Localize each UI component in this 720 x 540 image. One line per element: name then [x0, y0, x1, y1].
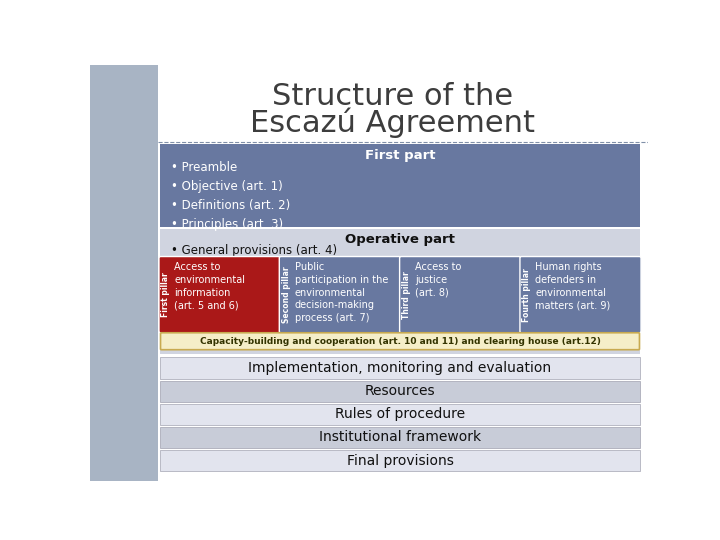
- Text: First part: First part: [365, 148, 436, 162]
- Bar: [160, 229, 640, 354]
- FancyBboxPatch shape: [161, 333, 639, 350]
- Bar: [160, 427, 640, 448]
- Bar: [281, 258, 292, 331]
- Text: • General provisions (art. 4): • General provisions (art. 4): [171, 244, 337, 257]
- Text: Operative part: Operative part: [345, 233, 455, 246]
- Text: Second pillar: Second pillar: [282, 266, 291, 323]
- Text: Third pillar: Third pillar: [402, 271, 411, 319]
- Text: Institutional framework: Institutional framework: [319, 430, 481, 444]
- Bar: [401, 258, 412, 331]
- Bar: [160, 357, 640, 379]
- Bar: [160, 403, 640, 425]
- Text: Resources: Resources: [365, 384, 436, 399]
- Bar: [161, 258, 171, 331]
- Text: Final provisions: Final provisions: [346, 454, 454, 468]
- FancyBboxPatch shape: [520, 256, 641, 333]
- FancyBboxPatch shape: [400, 256, 521, 333]
- Text: • Preamble
• Objective (art. 1)
• Definitions (art. 2)
• Principles (art. 3): • Preamble • Objective (art. 1) • Defini…: [171, 161, 290, 231]
- Bar: [160, 381, 640, 402]
- Text: Structure of the: Structure of the: [271, 82, 513, 111]
- Text: Human rights
defenders in
environmental
matters (art. 9): Human rights defenders in environmental …: [536, 262, 611, 310]
- Bar: [90, 65, 158, 481]
- Text: Rules of procedure: Rules of procedure: [335, 407, 465, 421]
- Text: Implementation, monitoring and evaluation: Implementation, monitoring and evaluatio…: [248, 361, 552, 375]
- FancyBboxPatch shape: [159, 256, 280, 333]
- Text: Escazú Agreement: Escazú Agreement: [250, 108, 535, 138]
- Bar: [160, 144, 640, 226]
- Text: First pillar: First pillar: [161, 272, 171, 317]
- Text: Access to
environmental
information
(art. 5 and 6): Access to environmental information (art…: [174, 262, 246, 310]
- FancyBboxPatch shape: [279, 256, 400, 333]
- Text: Fourth pillar: Fourth pillar: [523, 268, 531, 321]
- Text: Public
participation in the
environmental
decision-making
process (art. 7): Public participation in the environmenta…: [294, 262, 388, 323]
- Bar: [521, 258, 532, 331]
- Text: Capacity-building and cooperation (art. 10 and 11) and clearing house (art.12): Capacity-building and cooperation (art. …: [199, 337, 600, 346]
- Bar: [160, 450, 640, 471]
- Text: Access to
justice
(art. 8): Access to justice (art. 8): [415, 262, 462, 298]
